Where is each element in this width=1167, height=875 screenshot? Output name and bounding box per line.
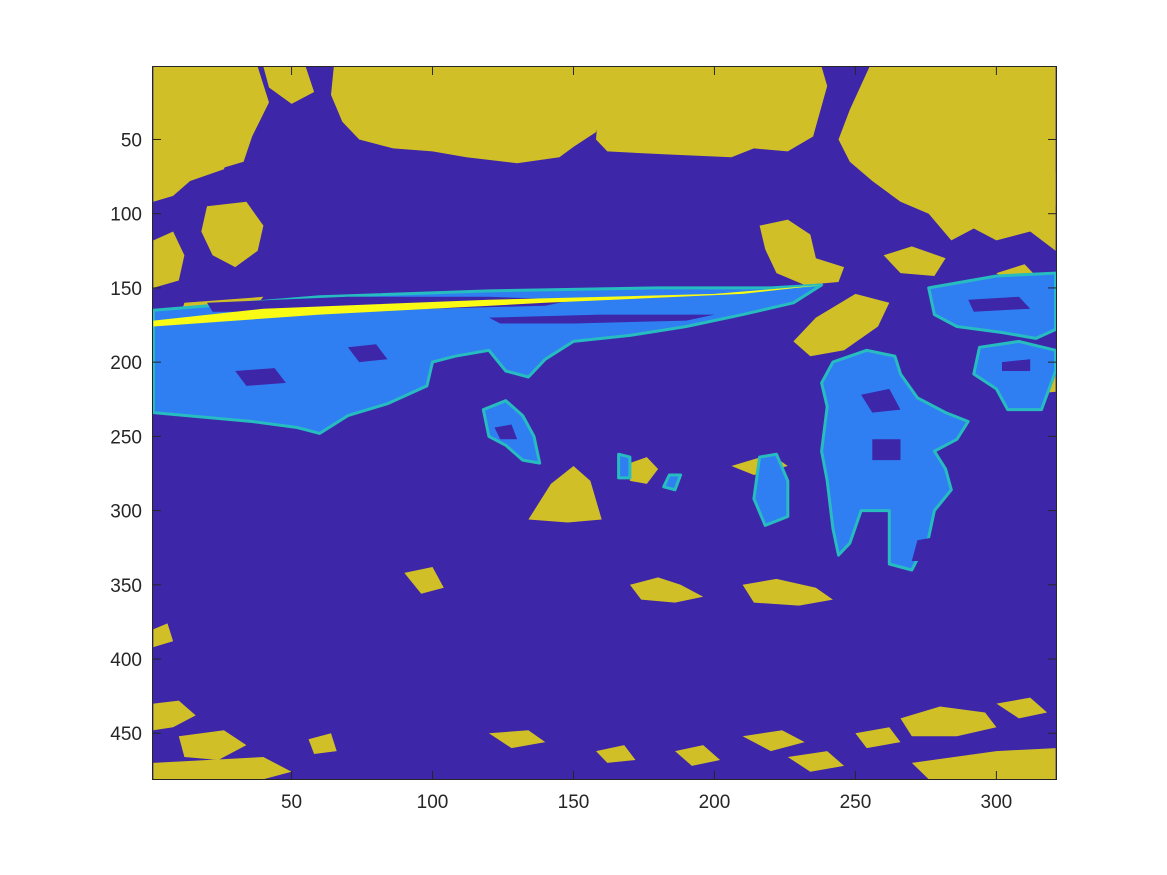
heatmap-region-10 [883, 246, 946, 276]
heatmap-region-45 [347, 344, 388, 363]
heatmap-region-22 [153, 700, 196, 731]
heatmap-region-25 [308, 733, 337, 754]
heatmap-region-47 [861, 388, 901, 413]
heatmap-region-7 [201, 201, 264, 268]
heatmap-region-2 [263, 66, 315, 104]
heatmap-region-30 [787, 751, 845, 772]
heatmap-region-35 [152, 283, 824, 435]
heatmap-region-19 [629, 577, 704, 603]
heatmap-region-52 [494, 424, 518, 440]
x-tick-label: 250 [840, 792, 872, 813]
heatmap-region-15 [528, 466, 602, 523]
heatmap-region-34 [996, 697, 1048, 719]
y-tick-label: 250 [110, 427, 142, 448]
axes-box [152, 66, 1057, 780]
heatmap-region-1 [207, 66, 269, 170]
heatmap-region-51 [1002, 359, 1031, 371]
heatmap-region-38 [662, 473, 683, 492]
heatmap-region-39 [752, 452, 790, 527]
y-axis-ticks: 50 100 150 200 250 300 350 400 450 [110, 130, 1057, 745]
heatmap-region-37 [617, 452, 632, 480]
heatmap-region-3 [331, 66, 608, 164]
x-tick-label: 300 [981, 792, 1013, 813]
heatmap-region-20 [742, 578, 833, 606]
x-tick-label: 100 [417, 792, 449, 813]
heatmap-region-26 [488, 730, 546, 749]
y-tick-label: 300 [110, 502, 142, 523]
heatmap-region-40 [820, 348, 970, 572]
heatmap-region-49 [911, 537, 935, 561]
heatmap-region-23 [178, 730, 247, 760]
y-tick-label: 50 [121, 130, 142, 151]
y-tick-label: 150 [110, 279, 142, 300]
y-tick-label: 350 [110, 576, 142, 597]
y-tick-label: 450 [110, 724, 142, 745]
heatmap-region-24 [153, 757, 292, 780]
heatmap-region-32 [900, 706, 997, 737]
heatmap-region-5 [838, 66, 1056, 251]
heatmap-region-33 [911, 748, 1056, 780]
x-axis-ticks: 50 100 150 200 250 300 [281, 66, 1012, 813]
y-tick-label: 100 [110, 205, 142, 226]
y-tick-label: 200 [110, 353, 142, 374]
heatmap-image [152, 66, 1057, 780]
heatmap-region-29 [742, 730, 805, 752]
heatmap-region-18 [404, 567, 444, 594]
heatmap-region-42 [972, 339, 1057, 412]
heatmap-regions [152, 66, 1057, 780]
heatmap-region-28 [675, 745, 721, 766]
heatmap-region-8 [153, 231, 185, 288]
heatmap-region-6 [996, 169, 1056, 207]
plot-area [152, 66, 1057, 780]
heatmap-region-9 [759, 219, 845, 285]
heatmap-region-4 [596, 66, 828, 158]
heatmap-region-16 [629, 457, 659, 484]
x-tick-label: 150 [558, 792, 590, 813]
heatmap-region-50 [968, 296, 1031, 312]
x-tick-label: 200 [699, 792, 731, 813]
x-tick-label: 50 [281, 792, 302, 813]
y-tick-label: 400 [110, 650, 142, 671]
heatmap-region-46 [235, 368, 286, 386]
heatmap-region-27 [596, 745, 636, 763]
heatmap-region-48 [872, 439, 901, 461]
heatmap-region-44 [488, 314, 715, 324]
heatmap-region-31 [855, 727, 901, 749]
heatmap-region-21 [153, 623, 174, 648]
heatmap-region-53 [153, 285, 822, 327]
heatmap-region-13 [793, 293, 890, 357]
